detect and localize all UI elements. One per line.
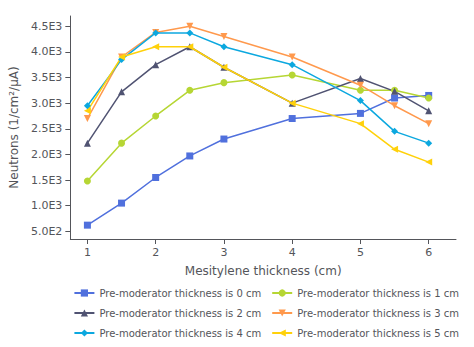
svg-text:2.0E3: 2.0E3	[31, 148, 62, 161]
svg-text:5: 5	[357, 246, 364, 259]
svg-text:1: 1	[84, 246, 91, 259]
svg-text:Neutrons (1/cm²/μA): Neutrons (1/cm²/μA)	[7, 66, 21, 188]
svg-text:3.0E3: 3.0E3	[31, 97, 62, 110]
svg-text:Pre-moderator thickness is 1 c: Pre-moderator thickness is 1 cm	[297, 288, 459, 299]
svg-text:2.5E3: 2.5E3	[31, 122, 62, 135]
svg-text:1.0E3: 1.0E3	[31, 199, 62, 212]
svg-text:Pre-moderator thickness is 0 c: Pre-moderator thickness is 0 cm	[99, 288, 261, 299]
svg-text:3: 3	[220, 246, 227, 259]
svg-text:Pre-moderator thickness is 4 c: Pre-moderator thickness is 4 cm	[99, 328, 261, 339]
svg-text:4: 4	[289, 246, 296, 259]
svg-text:Pre-moderator thickness is 2 c: Pre-moderator thickness is 2 cm	[99, 308, 261, 319]
svg-text:Mesitylene thickness (cm): Mesitylene thickness (cm)	[185, 264, 342, 278]
svg-text:3.5E3: 3.5E3	[31, 71, 62, 84]
svg-text:4.0E3: 4.0E3	[31, 45, 62, 58]
svg-text:Pre-moderator thickness is 5 c: Pre-moderator thickness is 5 cm	[297, 328, 459, 339]
svg-text:Pre-moderator thickness is 3 c: Pre-moderator thickness is 3 cm	[297, 308, 459, 319]
svg-text:1.5E3: 1.5E3	[31, 174, 62, 187]
svg-text:2: 2	[152, 246, 159, 259]
svg-text:5.0E2: 5.0E2	[31, 225, 62, 238]
svg-text:6: 6	[425, 246, 432, 259]
svg-text:4.5E3: 4.5E3	[31, 20, 62, 33]
